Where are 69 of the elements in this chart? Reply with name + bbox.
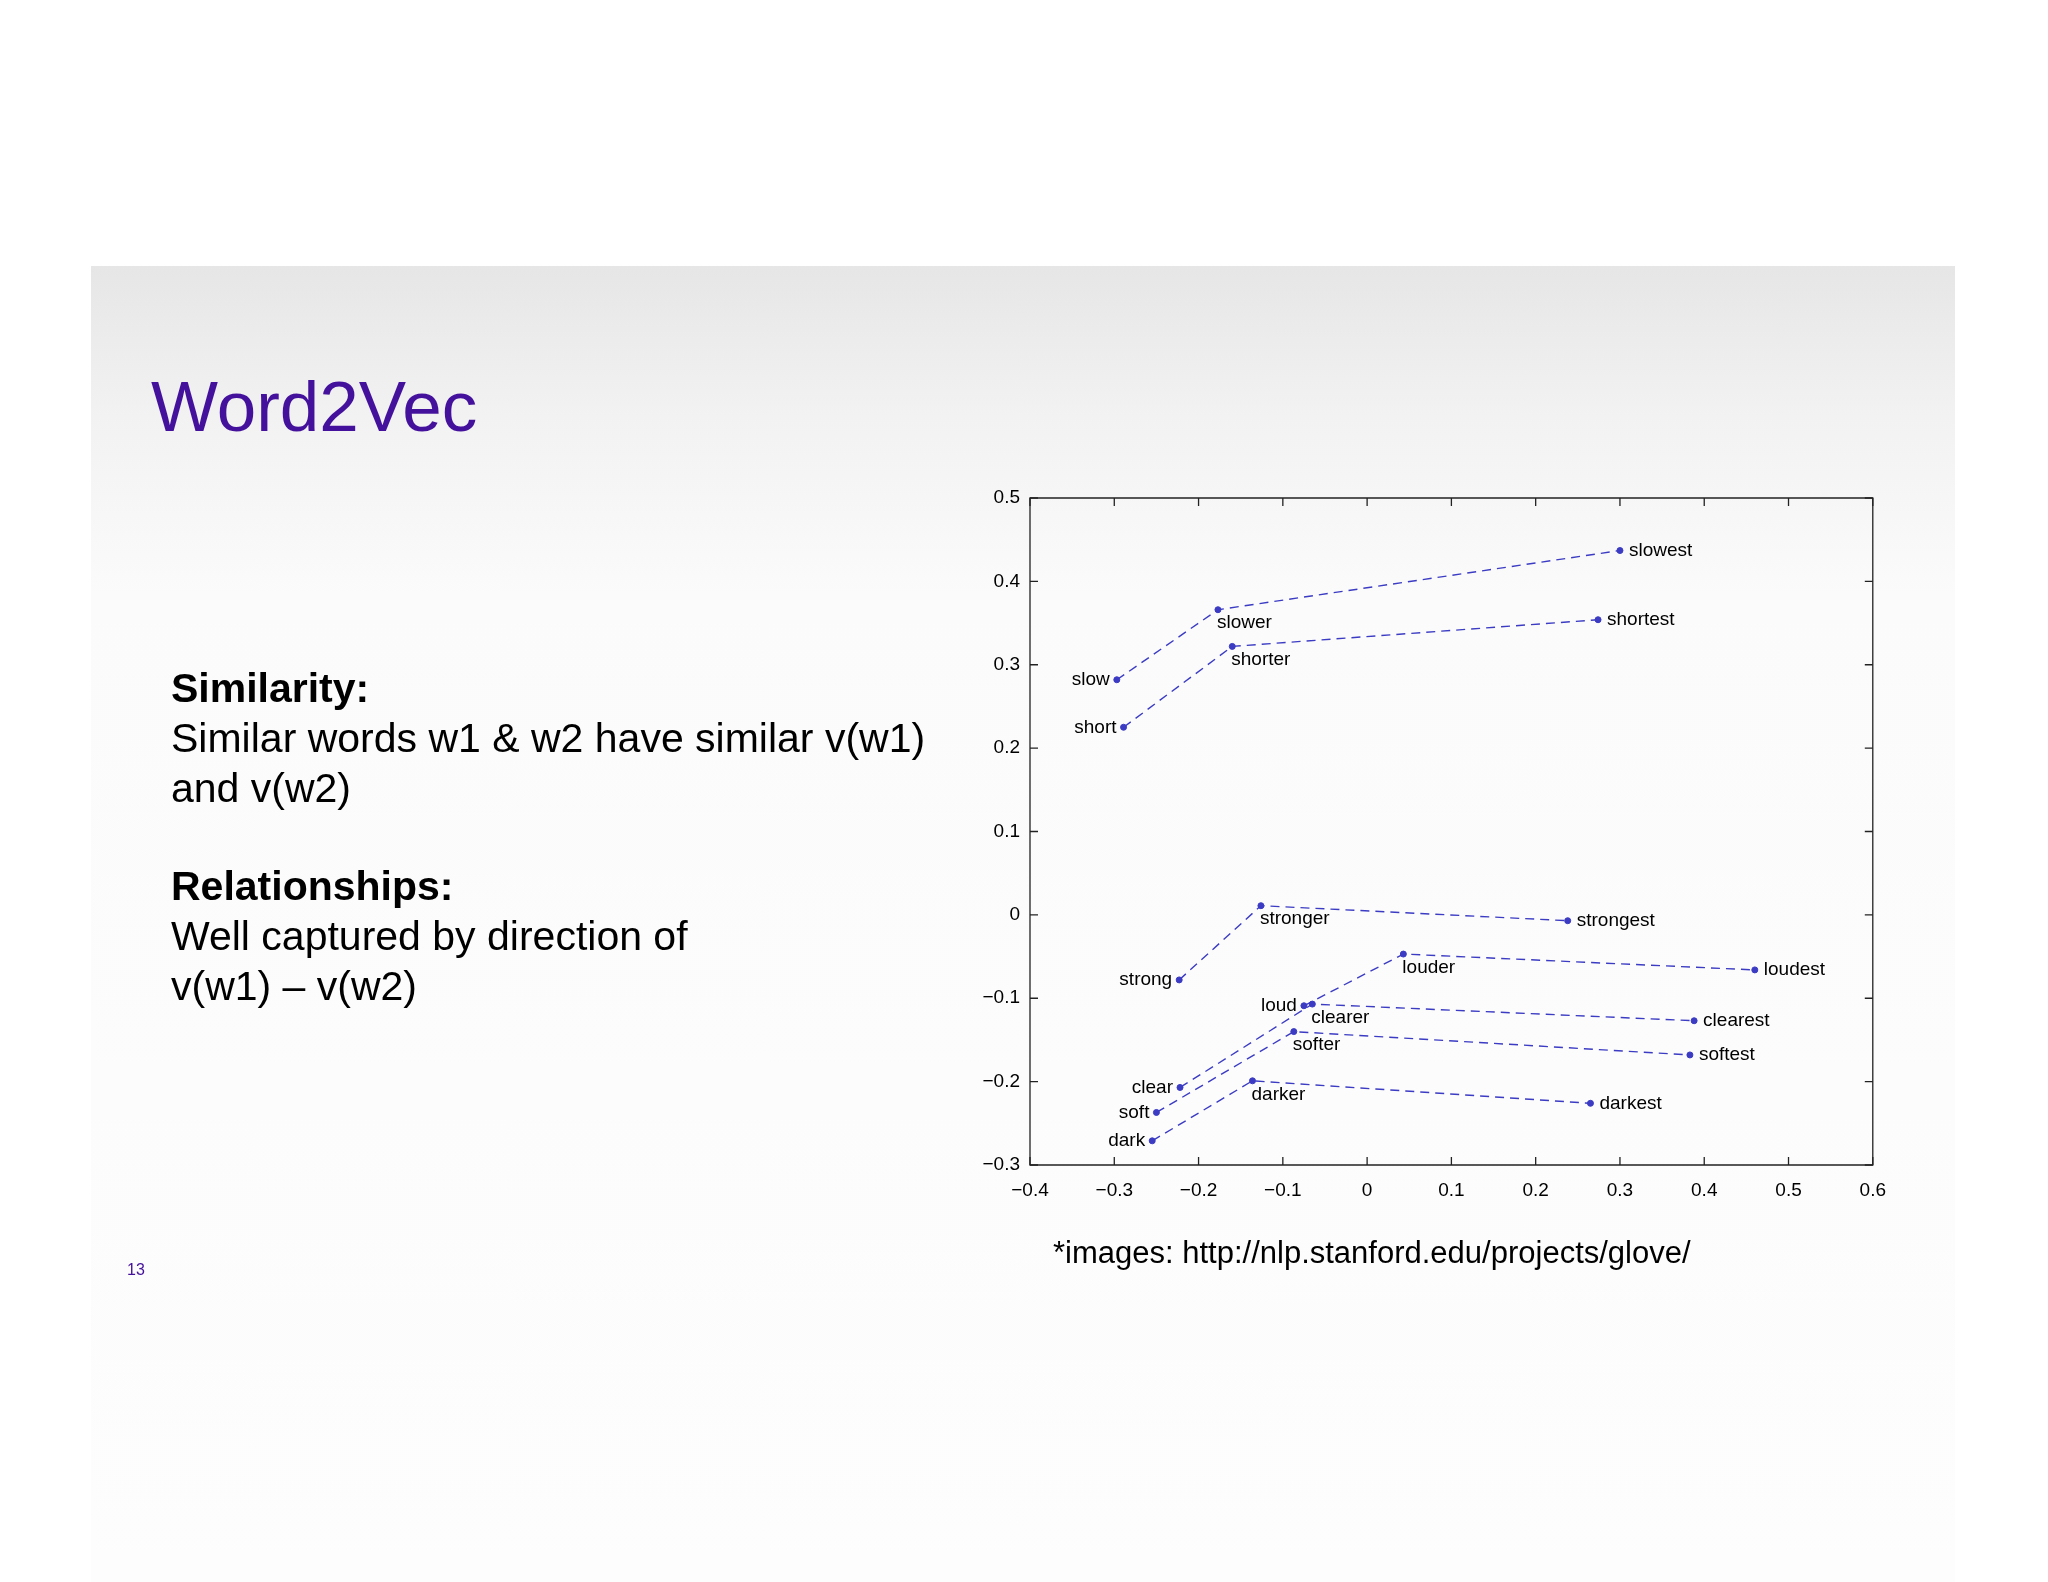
point <box>1228 642 1236 650</box>
x-tick-label: 0.4 <box>1691 1178 1718 1200</box>
annotation: clearest <box>1703 1009 1771 1030</box>
annotation: soft <box>1118 1100 1151 1122</box>
annotation: softer <box>1292 1033 1341 1055</box>
text: Relationships: <box>171 862 455 911</box>
text: Well captured by direction of v(w1) – v(w2) <box>171 912 689 1011</box>
annotation: strong <box>1119 968 1173 990</box>
text: Similar words w1 & w2 have similar v(w1) and v(w2) <box>171 714 926 813</box>
y-tick-label: 0.2 <box>993 736 1020 758</box>
annotation: darker <box>1251 1082 1307 1104</box>
x-tick-label: 0.2 <box>1522 1178 1549 1200</box>
point <box>1120 723 1128 731</box>
point <box>1564 917 1572 925</box>
annotation: dark <box>1108 1129 1146 1151</box>
annotation: shortest <box>1607 607 1676 629</box>
point <box>1290 1028 1298 1036</box>
x-tick-label: −0.2 <box>1179 1178 1218 1200</box>
point <box>1399 950 1407 958</box>
x-tick-label: 0.6 <box>1859 1178 1886 1200</box>
annotation: short <box>1074 715 1118 737</box>
point <box>1176 1083 1184 1091</box>
point <box>1249 1077 1256 1085</box>
x-tick-label: 0.5 <box>1775 1178 1802 1200</box>
point <box>1586 1099 1594 1107</box>
point <box>1300 1002 1308 1010</box>
annotation: loud <box>1260 993 1297 1015</box>
annotation: slow <box>1071 667 1111 689</box>
annotation: strongest <box>1576 908 1656 930</box>
y-tick-label: 0.3 <box>993 652 1020 674</box>
point <box>1594 616 1602 624</box>
annotation: shorter <box>1231 648 1292 670</box>
annotation: louder <box>1402 955 1456 977</box>
text: 13 <box>127 1261 145 1278</box>
x-tick-label: 0.3 <box>1606 1178 1634 1200</box>
x-tick-label: −0.3 <box>1095 1178 1134 1200</box>
point <box>1686 1051 1694 1059</box>
point <box>1214 606 1222 614</box>
y-tick-label: 0.1 <box>993 819 1020 841</box>
y-tick-label: −0.1 <box>982 986 1020 1008</box>
x-tick-label: −0.4 <box>1011 1178 1050 1200</box>
annotation: clear <box>1131 1075 1174 1097</box>
point <box>1308 1000 1316 1008</box>
point <box>1690 1017 1698 1025</box>
point <box>1148 1137 1156 1145</box>
annotation: stronger <box>1259 907 1331 929</box>
point <box>1113 676 1121 684</box>
annotation: softest <box>1698 1043 1756 1065</box>
point <box>1751 966 1759 974</box>
text: *images: http://nlp.stanford.edu/projects/glove/ <box>1053 1235 1691 1270</box>
y-tick-label: −0.2 <box>982 1069 1020 1091</box>
y-tick-label: −0.3 <box>982 1153 1020 1175</box>
text: Similarity: <box>171 664 371 713</box>
annotation: clearer <box>1311 1005 1371 1027</box>
annotation: slower <box>1216 611 1273 633</box>
point <box>1152 1108 1160 1116</box>
text: Word2Vec <box>151 367 478 446</box>
annotation: slowest <box>1628 538 1694 560</box>
x-tick-label: −0.1 <box>1264 1178 1302 1200</box>
y-tick-label: 0.5 <box>993 486 1020 508</box>
x-tick-label: 0 <box>1361 1178 1373 1200</box>
point <box>1616 547 1624 555</box>
annotation: loudest <box>1763 958 1826 980</box>
y-tick-label: 0 <box>1009 903 1020 925</box>
x-tick-label: 0.1 <box>1438 1178 1465 1200</box>
annotation: darkest <box>1599 1091 1663 1113</box>
point <box>1257 902 1265 910</box>
y-tick-label: 0.4 <box>993 569 1021 591</box>
point <box>1175 976 1183 984</box>
